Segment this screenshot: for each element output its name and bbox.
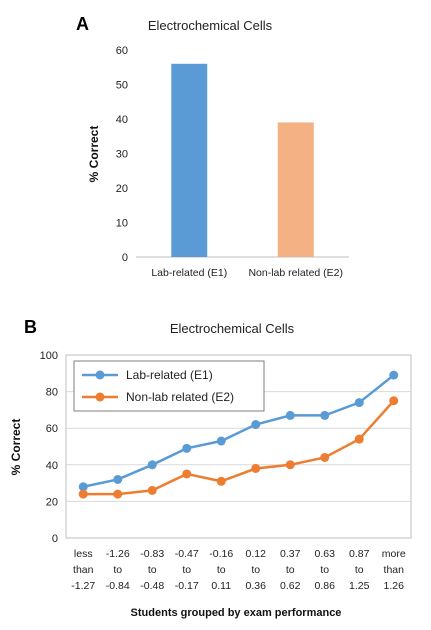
- chart-b-point: [389, 370, 399, 380]
- panel-b-letter: B: [24, 317, 37, 337]
- chart-b-legend-label: Non-lab related (E2): [126, 390, 234, 404]
- chart-b-categories: less than -1.27 -1.26 to -0.84 -0.83 to -0.48 -0.…: [71, 548, 406, 592]
- chart-a-y-tick: 60: [116, 45, 128, 57]
- chart-a-y-tick: 20: [116, 183, 128, 195]
- chart-b-point: [78, 482, 88, 492]
- chart-b-point: [182, 443, 192, 453]
- chart-b-point: [354, 398, 364, 408]
- chart-b-y-tick: 0: [52, 533, 58, 545]
- chart-b-category-label: -0.47 to -0.17: [175, 548, 199, 592]
- chart-b-legend-marker: [95, 392, 105, 402]
- chart-b-category-label: less than -1.27: [71, 548, 95, 592]
- chart-b-category-label: more than 1.26: [382, 548, 406, 592]
- chart-b-title: Electrochemical Cells: [170, 321, 295, 336]
- chart-b-category-label: -1.26 to -0.84: [106, 548, 130, 592]
- chart-a-y-tick: 50: [116, 80, 128, 92]
- chart-b-point: [251, 463, 261, 473]
- chart-b-point: [147, 485, 157, 495]
- chart-b-point: [320, 410, 330, 420]
- chart-b-y-tick: 80: [46, 387, 58, 399]
- chart-a-plot-area: [136, 50, 349, 257]
- chart-b-y-tick: 100: [40, 350, 58, 362]
- chart-a-y-tick: 0: [122, 252, 128, 264]
- chart-a-y-ticks: 0 10 20 30 40 50 60: [116, 45, 128, 264]
- chart-b-point: [320, 452, 330, 462]
- chart-b-legend: Lab-related (E1) Non-lab related (E2): [73, 360, 265, 412]
- chart-b-legend-label: Lab-related (E1): [126, 368, 213, 382]
- chart-a-category-label: Non-lab related (E2): [248, 267, 343, 279]
- chart-a-y-label: % Correct: [87, 126, 101, 183]
- chart-b-category-label: 0.37 to 0.62: [280, 548, 301, 592]
- chart-b-point: [113, 474, 123, 484]
- chart-b-legend-marker: [95, 370, 105, 380]
- chart-b-series: [78, 370, 399, 499]
- chart-b-category-label: 0.12 to 0.36: [246, 548, 267, 592]
- chart-b-y-tick: 60: [46, 423, 58, 435]
- chart-b-point: [216, 436, 226, 446]
- chart-b-point: [285, 410, 295, 420]
- chart-a-category-label: Lab-related (E1): [151, 267, 227, 279]
- chart-b-category-label: 0.87 to 1.25: [349, 548, 370, 592]
- chart-b-point: [147, 460, 157, 470]
- chart-b-category-label: -0.83 to -0.48: [140, 548, 164, 592]
- chart-a-y-tick: 10: [116, 218, 128, 230]
- chart-a-bar: [277, 122, 314, 257]
- chart-a-y-tick: 40: [116, 114, 128, 126]
- chart-b-point: [216, 476, 226, 486]
- chart-a-y-tick: 30: [116, 149, 128, 161]
- chart-b-point: [354, 434, 364, 444]
- chart-b-y-tick: 20: [46, 496, 58, 508]
- chart-b-y-label: % Correct: [9, 419, 23, 476]
- chart-b-series-line: [82, 374, 395, 488]
- chart-b-point: [389, 396, 399, 406]
- chart-b-point: [285, 460, 295, 470]
- chart-b-series-line: [83, 399, 395, 496]
- chart-b-point: [251, 420, 261, 430]
- chart-b-point: [113, 489, 123, 499]
- chart-b-legend-box: [73, 360, 265, 412]
- chart-b-category-label: 0.63 to 0.86: [315, 548, 336, 592]
- chart-b-point: [78, 489, 88, 499]
- chart-a-categories: Lab-related (E1) Non-lab related (E2): [151, 267, 343, 279]
- chart-b-plot-frame: [65, 354, 412, 539]
- chart-a-bar: [171, 63, 208, 257]
- panel-a-letter: A: [76, 14, 89, 34]
- chart-b-y-ticks: 0 20 40 60 80 100: [40, 350, 58, 545]
- chart-a-bars: [171, 63, 314, 257]
- chart-b-y-tick: 40: [46, 460, 58, 472]
- chart-a-title: Electrochemical Cells: [148, 18, 273, 33]
- chart-b-x-label: Students grouped by exam performance: [131, 607, 342, 619]
- chart-b-category-label: -0.16 to 0.11: [209, 548, 233, 592]
- chart-b-point: [182, 469, 192, 479]
